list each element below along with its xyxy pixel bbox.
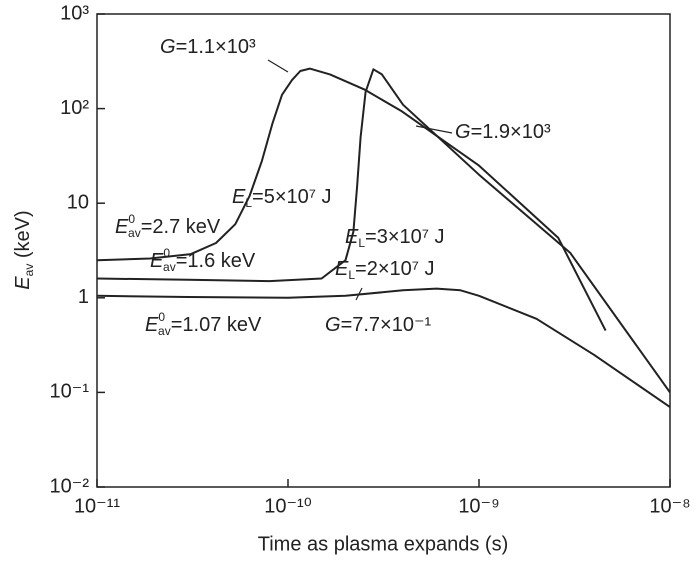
annotation-text: =1.9×10³ xyxy=(471,121,551,143)
x-axis-title: Time as plasma expands (s) xyxy=(258,533,508,555)
annotation-sub: av xyxy=(128,226,141,240)
annotation-main: E xyxy=(145,314,159,336)
annotation: G=7.7×10⁻¹ xyxy=(325,314,432,336)
annotation-sub: L xyxy=(358,236,365,250)
annotation-text: =1.07 keV xyxy=(171,314,262,336)
x-tick-label: 10⁻¹¹ xyxy=(74,495,120,517)
x-tick-label: 10⁻⁹ xyxy=(458,495,499,517)
y-axis-title: Eav (keV) xyxy=(12,210,36,289)
x-tick-label: 10⁻⁸ xyxy=(649,495,690,517)
y-axis-title-main: E xyxy=(12,276,34,290)
annotation: E0 av=1.6 keV xyxy=(150,246,256,274)
annotation-text: =5×10⁷ J xyxy=(252,186,332,208)
line-series xyxy=(96,68,671,393)
annotation: G=1.9×10³ xyxy=(455,121,551,143)
annotation-main: E xyxy=(232,186,246,208)
annotation-text: =1.6 keV xyxy=(176,250,256,272)
y-tick-label: 10 xyxy=(67,191,89,213)
leader-line xyxy=(267,59,289,73)
leader-line xyxy=(415,125,453,134)
line-series xyxy=(96,67,607,332)
annotation-sub: av xyxy=(158,324,171,338)
annotation: EL=2×10⁷ J xyxy=(335,258,435,282)
annotations: G=1.1×10³ G=1.9×10³ EL=5×10⁷ J E0 av=2.7 … xyxy=(115,36,551,338)
y-tick-label: 10² xyxy=(60,97,89,119)
annotation-sub: L xyxy=(245,196,252,210)
annotation-text: =3×10⁷ J xyxy=(365,226,445,248)
annotation: E0 av=1.07 keV xyxy=(145,310,262,338)
annotation-sup: 0 xyxy=(128,212,135,226)
annotation: E0 av=2.7 keV xyxy=(115,212,221,240)
annotation: EL=3×10⁷ J xyxy=(345,226,445,250)
annotation: G=1.1×10³ xyxy=(160,36,256,58)
y-tick-label: 1 xyxy=(78,286,89,308)
annotation-main: G xyxy=(325,314,341,336)
y-tick-label: 10⁻¹ xyxy=(50,381,90,403)
annotation-sub: av xyxy=(163,260,176,274)
annotation-sub: L xyxy=(348,268,355,282)
y-tick-label: 10³ xyxy=(60,2,89,24)
annotation-main: G xyxy=(455,121,471,143)
annotation-text: =2×10⁷ J xyxy=(355,258,435,280)
y-axis-title-text: (keV) xyxy=(12,210,34,263)
plot-frame xyxy=(96,13,671,488)
annotation-text: =2.7 keV xyxy=(141,216,221,238)
annotation-sup: 0 xyxy=(163,246,170,260)
annotation-text: =7.7×10⁻¹ xyxy=(341,314,432,336)
annotation-main: G xyxy=(160,36,176,58)
annotation-main: E xyxy=(150,250,164,272)
annotation: EL=5×10⁷ J xyxy=(232,186,332,210)
line-series xyxy=(96,287,671,408)
x-tick-label: 10⁻¹⁰ xyxy=(264,495,311,517)
annotation-sup: 0 xyxy=(158,310,165,324)
annotation-main: E xyxy=(335,258,349,280)
y-axis-title-sub: av xyxy=(22,264,36,277)
annotation-main: E xyxy=(115,216,129,238)
annotation-text: =1.1×10³ xyxy=(176,36,256,58)
y-tick-label: 10⁻² xyxy=(50,475,90,497)
